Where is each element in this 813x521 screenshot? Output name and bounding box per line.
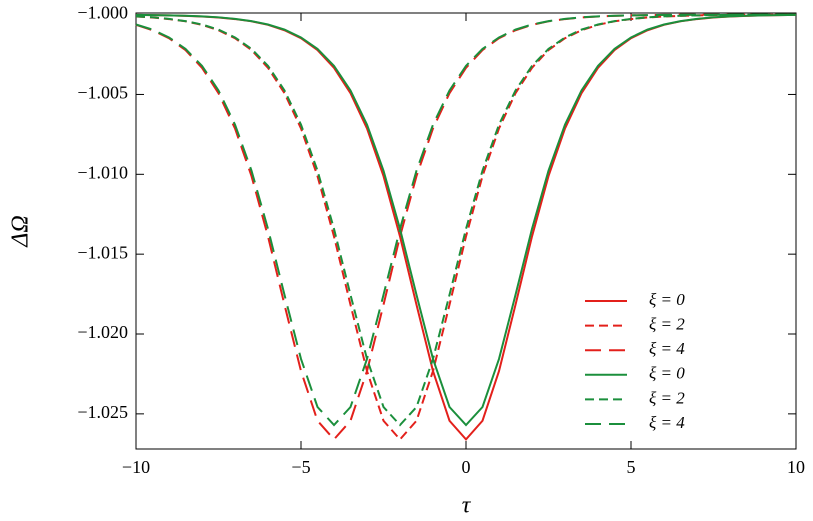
series-line [135,13,796,427]
x-tick-label: 5 [627,457,636,477]
y-tick-label: −1.010 [77,162,128,182]
y-tick-label: −1.005 [77,83,128,103]
x-tick-label: 10 [787,457,805,477]
y-tick-label: −1.015 [77,242,128,262]
x-axis-label: τ [462,493,472,519]
legend-label: ξ = 0 [649,364,685,383]
y-tick-label: −1.020 [77,322,128,342]
series-line [135,13,797,427]
legend-label: ξ = 2 [649,388,685,407]
x-tick-label: −10 [122,457,150,477]
y-tick-label: −1.025 [77,402,128,422]
y-tick-label: −1.000 [77,3,128,23]
legend-label: ξ = 4 [649,339,685,358]
legend-label: ξ = 2 [649,315,685,334]
series-line [135,13,797,427]
x-tick-label: 0 [462,457,471,477]
y-axis-label: ΔΩ [8,215,34,247]
legend-label: ξ = 0 [649,290,685,309]
plot-frame [135,12,797,450]
legend-label: ξ = 4 [649,413,685,432]
x-tick-label: −5 [291,457,310,477]
